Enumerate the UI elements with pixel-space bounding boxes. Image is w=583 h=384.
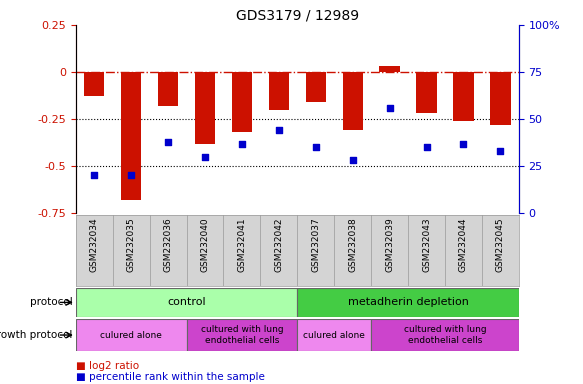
Bar	[454, 72, 473, 121]
Text: GSM232044: GSM232044	[459, 217, 468, 271]
Text: cultured with lung
endothelial cells: cultured with lung endothelial cells	[201, 325, 283, 345]
Point	[385, 105, 394, 111]
Text: GSM232038: GSM232038	[348, 217, 357, 272]
Text: GSM232034: GSM232034	[90, 217, 99, 272]
Bar	[297, 288, 519, 317]
Point	[348, 157, 357, 164]
Text: cultured with lung
endothelial cells: cultured with lung endothelial cells	[403, 325, 486, 345]
Text: GSM232043: GSM232043	[422, 217, 431, 272]
Point	[127, 172, 136, 179]
Point	[459, 141, 468, 147]
Text: GSM232036: GSM232036	[164, 217, 173, 272]
Title: GDS3179 / 12989: GDS3179 / 12989	[236, 8, 359, 22]
Point	[274, 127, 283, 133]
Bar	[416, 72, 437, 113]
Bar	[121, 72, 141, 200]
Bar	[380, 66, 400, 72]
Bar	[232, 72, 252, 132]
Bar	[490, 72, 511, 125]
Text: ■ log2 ratio: ■ log2 ratio	[76, 361, 139, 371]
Text: GSM232035: GSM232035	[127, 217, 136, 272]
Text: metadherin depletion: metadherin depletion	[347, 297, 469, 308]
Point	[201, 154, 210, 160]
Bar	[76, 319, 187, 351]
Point	[237, 141, 247, 147]
Point	[90, 172, 99, 179]
Bar	[76, 288, 297, 317]
Text: growth protocol: growth protocol	[0, 330, 73, 340]
Text: ■ percentile rank within the sample: ■ percentile rank within the sample	[76, 372, 265, 382]
Bar	[195, 72, 215, 144]
Point	[496, 148, 505, 154]
Point	[163, 139, 173, 145]
Text: GSM232045: GSM232045	[496, 217, 505, 272]
Text: culured alone: culured alone	[100, 331, 162, 339]
Text: protocol: protocol	[30, 297, 73, 308]
Text: culured alone: culured alone	[303, 331, 365, 339]
Point	[422, 144, 431, 151]
Text: GSM232041: GSM232041	[237, 217, 247, 272]
Bar	[343, 72, 363, 130]
Bar	[371, 319, 519, 351]
Text: GSM232040: GSM232040	[201, 217, 209, 272]
Text: control: control	[167, 297, 206, 308]
Bar	[269, 72, 289, 110]
Bar	[187, 319, 297, 351]
Text: GSM232037: GSM232037	[311, 217, 320, 272]
Bar	[305, 72, 326, 102]
Point	[311, 144, 321, 151]
Text: GSM232042: GSM232042	[275, 217, 283, 271]
Bar	[158, 72, 178, 106]
Text: GSM232039: GSM232039	[385, 217, 394, 272]
Bar	[297, 319, 371, 351]
Bar	[84, 72, 104, 96]
